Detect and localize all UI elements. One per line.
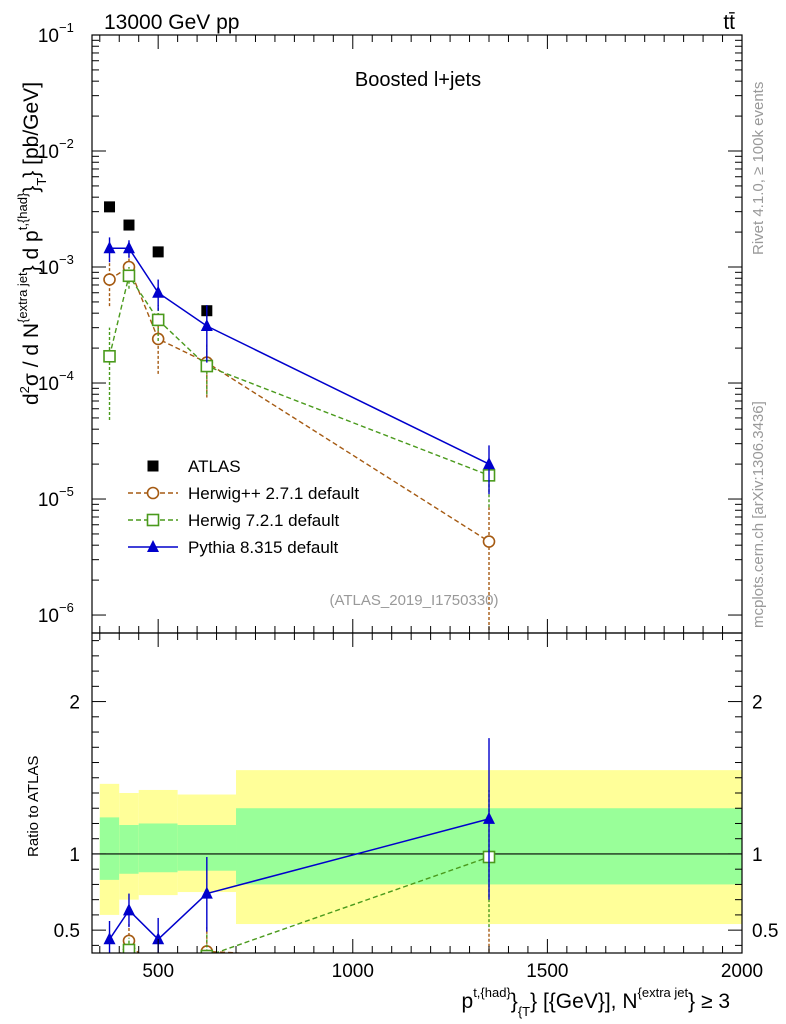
lower-ticks: 0.5 0.5 1 1 2 2 500 1000 1500 2000 [54,633,778,982]
y-tick-label: 10 [38,258,59,279]
upper-atlas-point [152,246,164,258]
legend-herwig-2-7-1-default-marker [146,486,160,500]
legend-atlas-marker [147,460,159,472]
upper-herwig-7-2-1-default-point [103,349,116,363]
upper-atlas-point [123,219,135,231]
upper-pythia-8-315-default-point [152,285,165,298]
process-label: tt̄ [723,11,735,34]
legend-herwig-7-2-1-default-label: Herwig 7.2.1 default [188,511,339,530]
upper-ticks: 10−610−510−410−310−210−1 [38,20,743,633]
upper-herwig-7-2-1-default-line [108,274,490,476]
lower-plot-area [92,738,742,1004]
upper-pythia-8-315-default-point [122,241,135,254]
y-tick-label: 10 [38,490,59,511]
stat-uncertainty-band [138,823,178,873]
ratio-tick-label-left: 1 [69,845,80,866]
ratio-tick-label-left: 2 [69,693,80,714]
upper-herwig-2-7-1-default-point [103,273,116,286]
x-tick-label: 1000 [332,961,374,982]
legend-herwig-7-2-1-default-marker [146,513,160,527]
ratio-tick-label-right: 1 [752,845,763,866]
upper-herwig-7-2-1-default-point [122,269,136,283]
xlabel: pt,{had}}{T} [{GeV}], N{extra jet} ≥ 3 [462,985,731,1019]
stat-uncertainty-band [119,825,139,874]
upper-pythia-8-315-default-point [103,241,116,254]
x-tick-label: 1500 [526,961,568,982]
y-tick-label: 10 [38,142,59,163]
mcplots-label: mcplots.cern.ch [arXiv:1306.3436] [750,401,767,628]
y-tick-label: 10 [38,374,59,395]
lower-herwig-2-7-1-default-point [484,960,495,971]
upper-pythia-8-315-default-point [200,319,213,332]
y-tick-exponent: −5 [59,484,74,499]
lower-herwig-7-2-1-default-line [127,856,490,953]
upper-pythia-8-315-default-line [109,247,490,465]
lower-herwig-7-2-1-default-point [104,993,115,1004]
y-tick-exponent: −4 [59,368,74,383]
upper-ylabel: d2σ / d N{extra jet} d pt,{had}}T} [pb/G… [15,82,49,405]
ratio-tick-label-right: 2 [752,693,763,714]
ratio-tick-label-right: 0.5 [752,921,778,942]
y-tick-exponent: −2 [59,136,74,151]
legend-pythia-8-315-default-marker [147,540,159,552]
upper-atlas-point [104,201,116,213]
upper-pythia-8-315-default-point [483,457,496,470]
upper-herwig-7-2-1-default-point [151,313,165,327]
energy-label: 13000 GeV pp [104,11,239,34]
y-tick-exponent: −3 [59,252,74,267]
x-tick-label: 500 [142,961,174,982]
lower-pythia-8-315-default-point [483,811,496,824]
y-tick-exponent: −1 [59,20,74,35]
upper-title: Boosted l+jets [355,69,481,91]
legend: ATLAS Herwig++ 2.7.1 default Herwig 7.2.1 … [128,457,359,557]
rivet-label: Rivet 4.1.0, ≥ 100k events [750,82,767,255]
y-tick-label: 10 [38,606,59,627]
lower-herwig-7-2-1-default-point [200,949,214,953]
lower-pythia-8-315-default-point [152,932,165,945]
upper-herwig-2-7-1-default-point [482,535,496,548]
analysis-id: (ATLAS_2019_I1750330) [329,592,498,609]
ratio-tick-label-left: 0.5 [54,921,80,942]
x-tick-label: 2000 [721,961,763,982]
legend-herwig-2-7-1-default-label: Herwig++ 2.7.1 default [188,484,359,503]
lower-ylabel: Ratio to ATLAS [25,756,42,857]
stat-uncertainty-band [99,817,120,880]
lower-herwig-2-7-1-default-point [104,964,115,975]
y-tick-label: 10 [38,26,59,47]
lower-pythia-8-315-default-point [122,903,135,916]
lower-herwig-7-2-1-default-point [122,943,136,953]
upper-plot-area [103,201,496,633]
y-tick-exponent: −6 [59,600,74,615]
legend-pythia-8-315-default-label: Pythia 8.315 default [188,538,339,557]
lower-pythia-8-315-default-point [200,886,213,899]
lower-pythia-8-315-default-point [103,932,116,945]
legend-atlas-label: ATLAS [188,457,241,476]
